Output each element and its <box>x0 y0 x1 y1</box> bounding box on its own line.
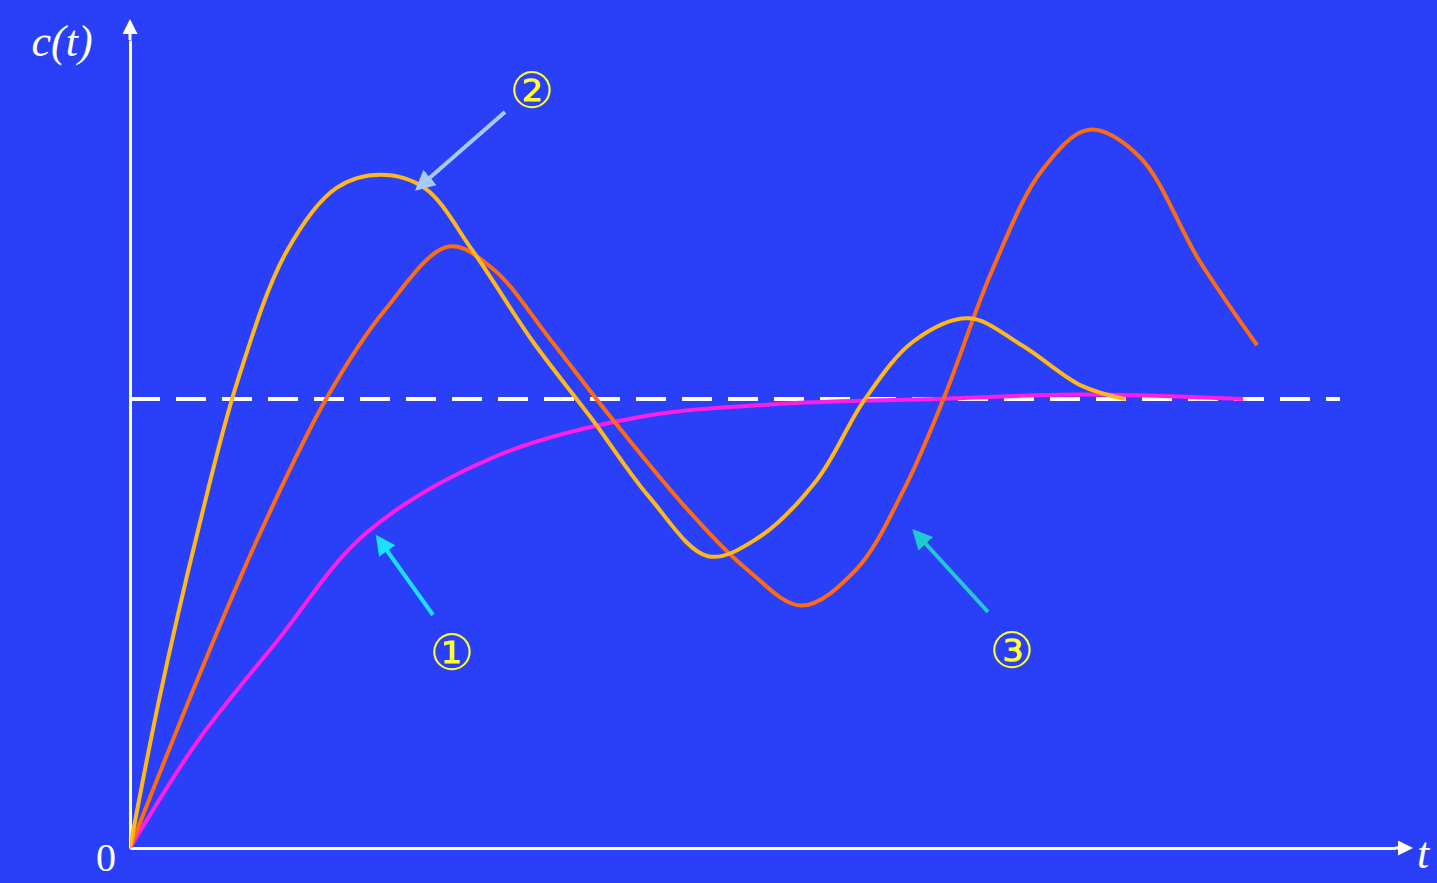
y-axis-title: c(t) <box>31 17 92 66</box>
curve-label: ① <box>430 624 475 682</box>
y-tick-label: 0 <box>96 835 116 880</box>
label-arrow <box>418 112 505 188</box>
curve-label: ② <box>510 62 555 120</box>
x-axis-title: t <box>1417 829 1431 878</box>
x-axis <box>131 848 1396 849</box>
label-arrow <box>915 532 988 612</box>
label-arrow <box>378 538 433 615</box>
y-axis-line <box>129 41 132 849</box>
x-axis-line <box>131 847 1396 850</box>
y-axis: 0 <box>96 41 131 880</box>
response-curve <box>130 130 1257 848</box>
x-axis-arrow <box>1395 847 1410 850</box>
y-tick: 0 <box>96 835 130 880</box>
response-curve <box>130 175 1126 848</box>
curve-labels: ① ② ③ <box>378 62 1034 682</box>
y-axis-arrow <box>129 22 132 40</box>
chart: 0 t c(t) ① ② ③ <box>0 0 1437 883</box>
curve-label: ③ <box>990 622 1035 680</box>
plot-area <box>130 130 1340 848</box>
response-curve <box>130 395 1243 848</box>
background <box>0 0 1437 883</box>
